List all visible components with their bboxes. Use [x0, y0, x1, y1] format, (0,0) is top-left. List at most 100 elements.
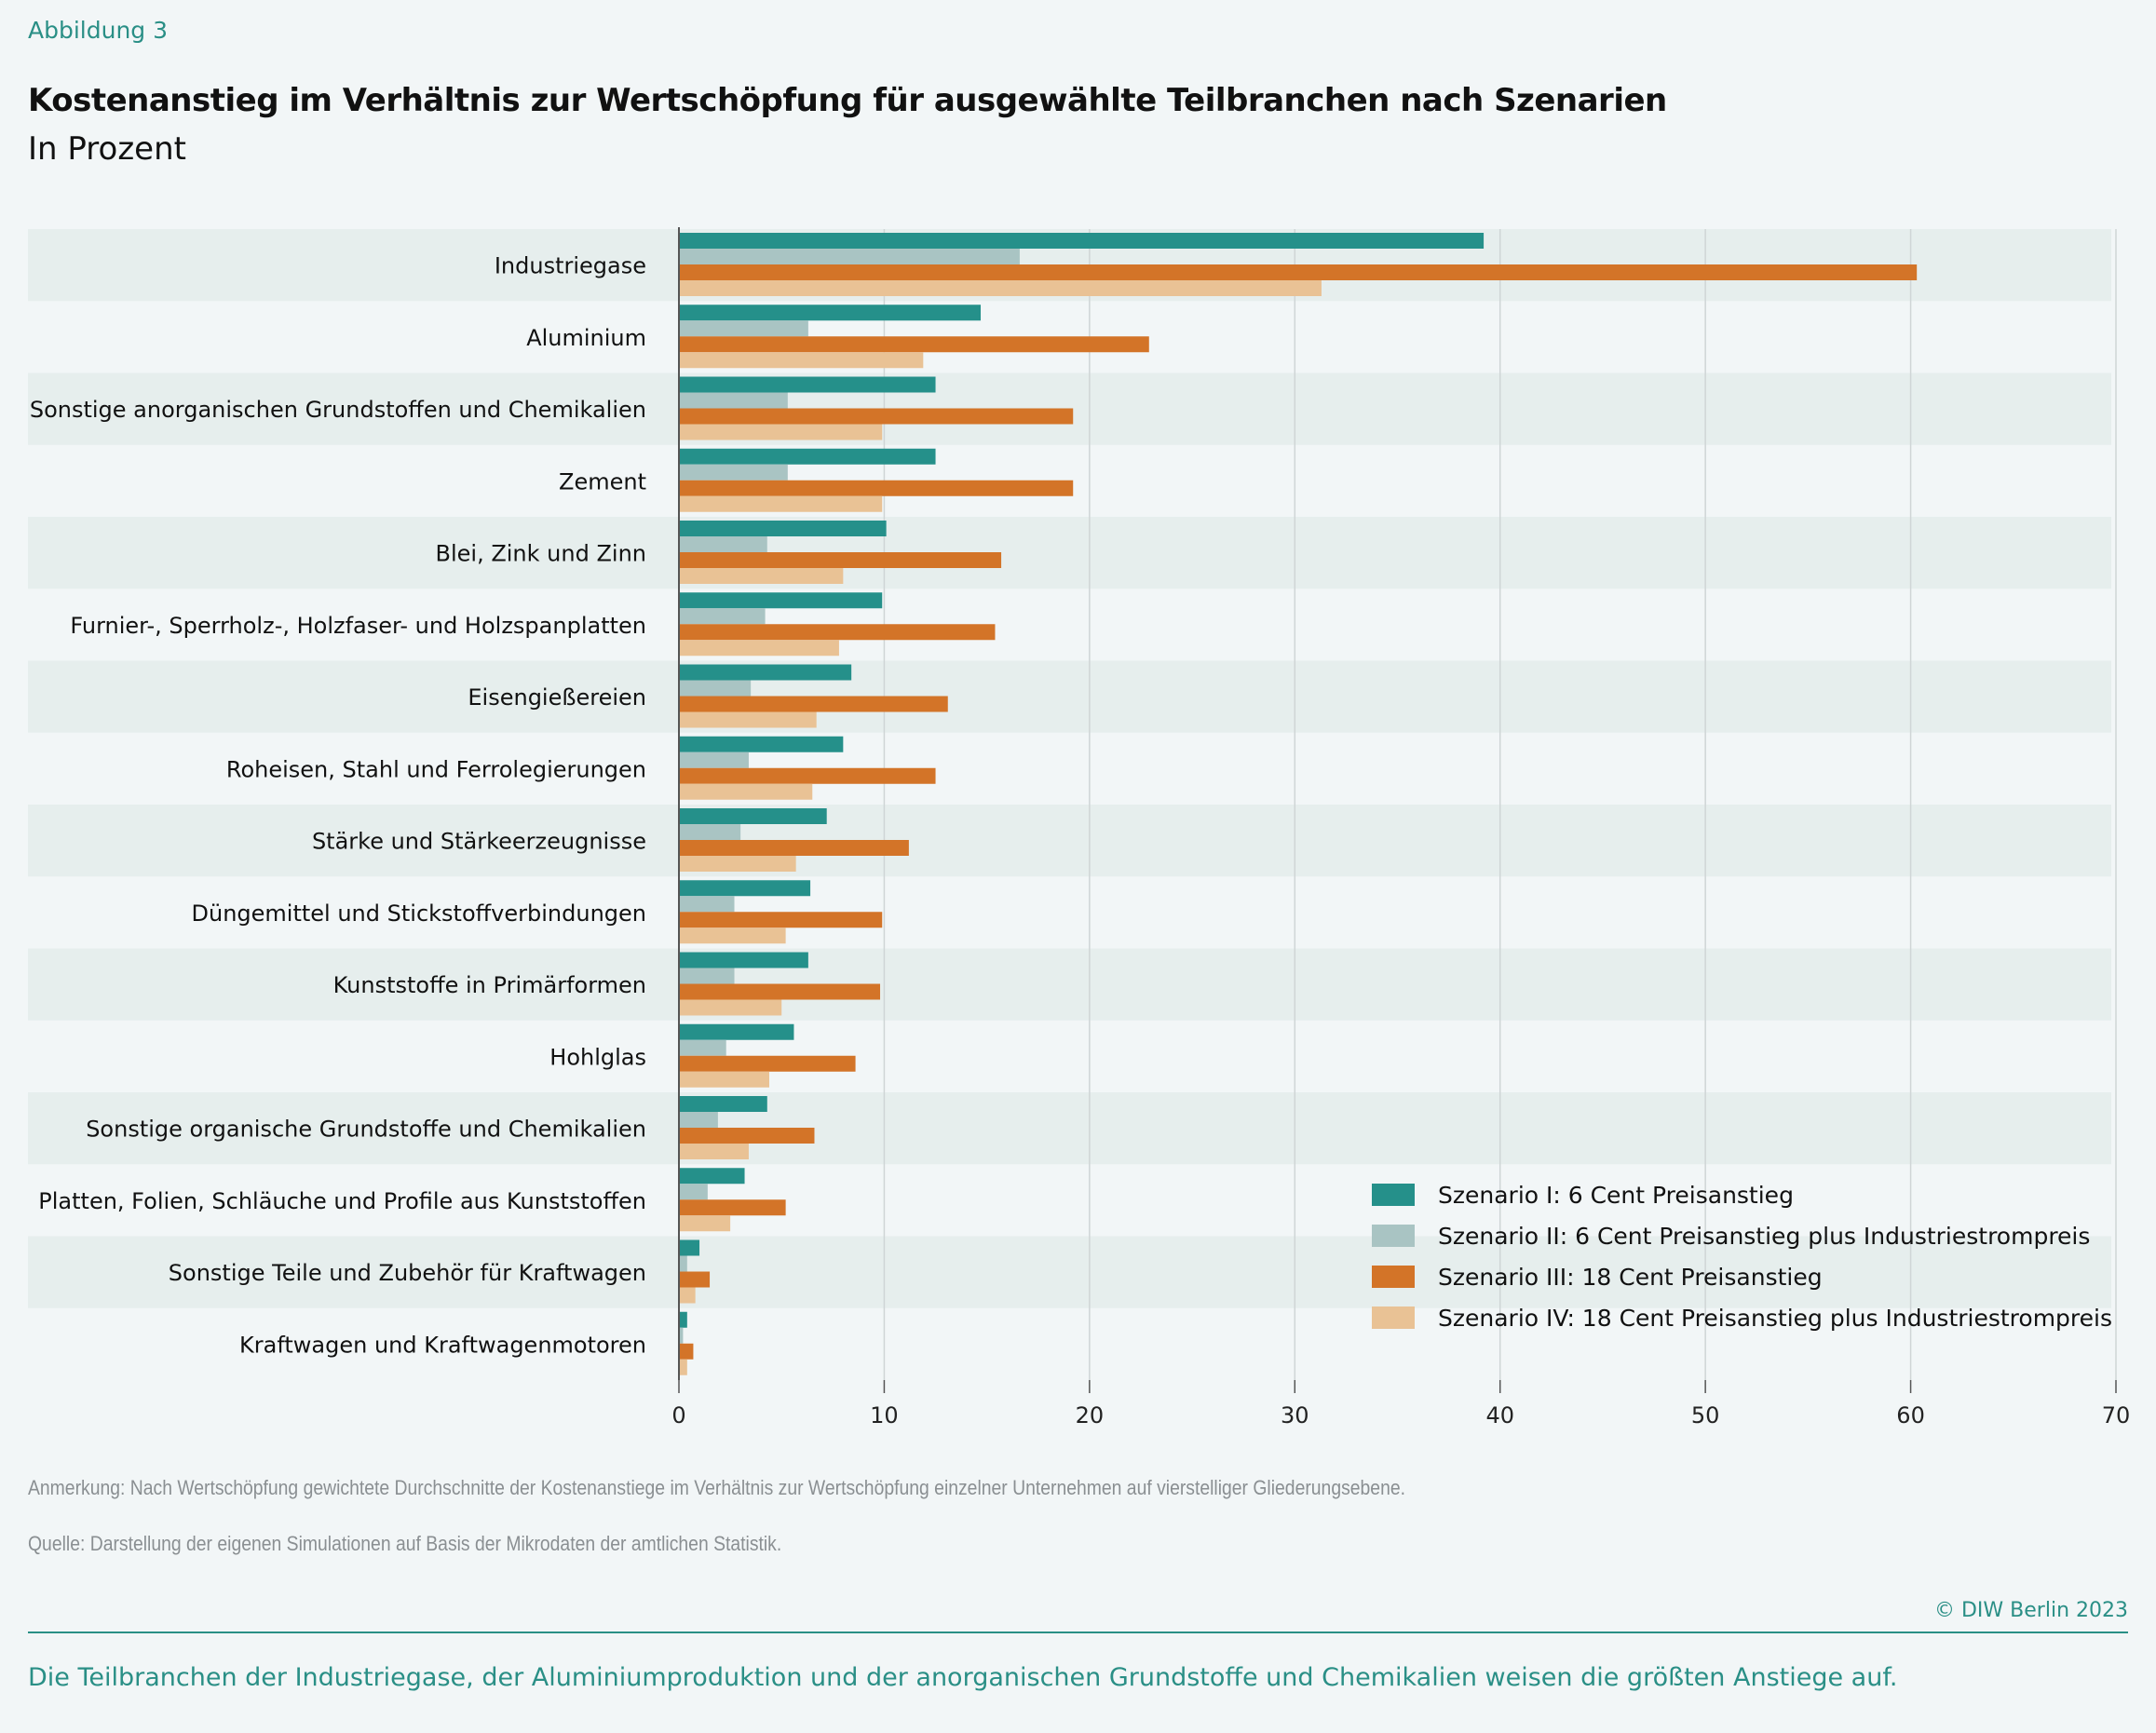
bar-series-2 — [679, 320, 808, 337]
legend-label: Szenario III: 18 Cent Preisanstieg — [1438, 1264, 1823, 1291]
x-tick-label: 60 — [1896, 1402, 1925, 1428]
bar-series-4 — [679, 1287, 696, 1304]
source-note: Quelle: Darstellung der eigenen Simulati… — [28, 1532, 782, 1555]
category-label: Platten, Folien, Schläuche und Profile a… — [38, 1188, 646, 1214]
bar-series-1 — [679, 448, 936, 465]
bar-series-2 — [679, 1184, 708, 1200]
category-label: Hohlglas — [549, 1044, 646, 1070]
row-band — [28, 517, 2111, 589]
row-band — [28, 805, 2111, 877]
legend-label: Szenario II: 6 Cent Preisanstieg plus In… — [1438, 1223, 2090, 1250]
legend-swatch — [1372, 1266, 1415, 1288]
bar-series-1 — [679, 664, 852, 681]
category-label: Eisengießereien — [468, 684, 646, 711]
bar-series-3 — [679, 480, 1074, 496]
bar-series-1 — [679, 1311, 687, 1328]
bar-series-4 — [679, 783, 813, 800]
row-band — [28, 660, 2111, 733]
bar-series-2 — [679, 896, 735, 913]
category-label: Industriegase — [495, 253, 646, 279]
bar-series-1 — [679, 376, 936, 393]
row-band — [28, 1236, 2111, 1308]
bar-series-4 — [679, 1071, 769, 1088]
bar-series-4 — [679, 1144, 749, 1159]
bar-series-2 — [679, 824, 741, 840]
bar-series-2 — [679, 392, 788, 409]
category-label: Blei, Zink und Zinn — [436, 541, 647, 567]
bar-series-4 — [679, 424, 883, 440]
bar-series-3 — [679, 1343, 694, 1360]
bar-series-1 — [679, 233, 1485, 249]
category-label: Roheisen, Stahl und Ferrolegierungen — [226, 756, 646, 782]
bar-series-2 — [679, 680, 752, 697]
bar-series-1 — [679, 1168, 745, 1185]
legend-label: Szenario IV: 18 Cent Preisanstieg plus I… — [1438, 1305, 2112, 1332]
bar-series-1 — [679, 521, 887, 536]
category-label: Stärke und Stärkeerzeugnisse — [312, 829, 646, 855]
category-label: Kunststoffe in Primärformen — [333, 972, 646, 998]
x-tick-label: 70 — [2102, 1402, 2131, 1428]
bar-series-3 — [679, 1271, 711, 1288]
legend-swatch — [1372, 1225, 1415, 1247]
bar-series-2 — [679, 1039, 726, 1056]
bar-series-1 — [679, 736, 844, 752]
bar-series-2 — [679, 1112, 718, 1128]
x-tick-label: 10 — [870, 1402, 899, 1428]
bar-series-2 — [679, 751, 749, 768]
bar-series-3 — [679, 1199, 786, 1216]
bar-series-3 — [679, 983, 881, 1000]
row-band — [28, 948, 2111, 1021]
bar-series-3 — [679, 264, 1918, 280]
bar-series-2 — [679, 1327, 684, 1344]
bar-chart: 0 10 20 30 40 50 60 70 Industriegase Aluminium Son… — [28, 227, 2131, 1428]
category-label: Düngemittel und Stickstoffverbindungen — [192, 900, 646, 927]
category-label: Furnier-, Sperrholz-, Holzfaser- und Hol… — [70, 613, 646, 639]
footnote: Anmerkung: Nach Wertschöpfung gewichtete… — [28, 1476, 1405, 1499]
x-tick-label: 20 — [1076, 1402, 1105, 1428]
bar-series-3 — [679, 1055, 856, 1072]
bar-series-4 — [679, 711, 817, 728]
bar-series-1 — [679, 592, 883, 609]
bar-series-1 — [679, 808, 827, 824]
bar-series-4 — [679, 352, 924, 369]
bar-series-4 — [679, 1215, 731, 1232]
chart-subtitle: In Prozent — [28, 130, 186, 168]
bar-series-4 — [679, 568, 844, 584]
bar-series-2 — [679, 249, 1020, 264]
category-label: Zement — [559, 468, 646, 494]
bar-series-4 — [679, 495, 883, 512]
row-band — [28, 1092, 2111, 1165]
bar-series-3 — [679, 767, 936, 784]
category-label: Kraftwagen und Kraftwagenmotoren — [239, 1332, 646, 1358]
bar-series-2 — [679, 968, 735, 984]
bar-series-2 — [679, 464, 788, 481]
category-label: Aluminium — [526, 325, 646, 351]
bar-series-1 — [679, 1096, 767, 1112]
bar-series-3 — [679, 336, 1149, 353]
category-label: Sonstige anorganischen Grundstoffen und … — [30, 397, 646, 423]
divider — [28, 1631, 2128, 1633]
bar-series-3 — [679, 408, 1074, 425]
category-label: Sonstige organische Grundstoffe und Chem… — [86, 1117, 646, 1143]
bar-series-1 — [679, 1239, 700, 1256]
bar-series-2 — [679, 608, 766, 625]
bar-series-1 — [679, 952, 808, 968]
bar-series-1 — [679, 1023, 794, 1040]
chart-title: Kostenanstieg im Verhältnis zur Wertschö… — [28, 82, 1667, 119]
takeaway-text: Die Teilbranchen der Industriegase, der … — [28, 1663, 1898, 1692]
x-tick-label: 50 — [1691, 1402, 1720, 1428]
bar-series-4 — [679, 640, 839, 657]
bar-series-3 — [679, 552, 1002, 568]
bar-series-2 — [679, 1255, 687, 1272]
x-tick-label: 0 — [671, 1402, 685, 1428]
bar-series-3 — [679, 840, 909, 856]
legend-swatch — [1372, 1184, 1415, 1206]
bar-series-3 — [679, 696, 948, 712]
x-tick-label: 40 — [1485, 1402, 1514, 1428]
bar-series-4 — [679, 927, 786, 944]
copyright: © DIW Berlin 2023 — [1934, 1599, 2128, 1622]
bar-series-1 — [679, 305, 982, 321]
bar-series-4 — [679, 856, 796, 872]
bar-series-3 — [679, 912, 883, 928]
bar-series-4 — [679, 999, 782, 1016]
